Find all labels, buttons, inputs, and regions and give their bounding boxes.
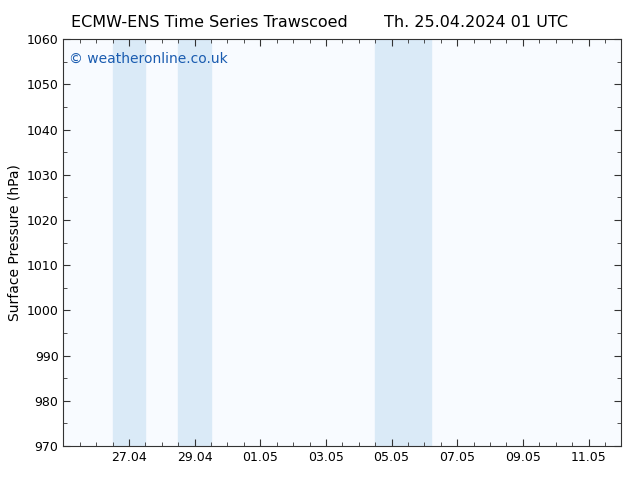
Text: ECMW-ENS Time Series Trawscoed: ECMW-ENS Time Series Trawscoed [71, 15, 347, 30]
Bar [178, 39, 211, 446]
Bar [113, 39, 145, 446]
Text: Th. 25.04.2024 01 UTC: Th. 25.04.2024 01 UTC [384, 15, 567, 30]
Bar [375, 39, 408, 446]
Bar [408, 39, 431, 446]
Y-axis label: Surface Pressure (hPa): Surface Pressure (hPa) [7, 164, 21, 321]
Text: © weatheronline.co.uk: © weatheronline.co.uk [69, 51, 228, 65]
